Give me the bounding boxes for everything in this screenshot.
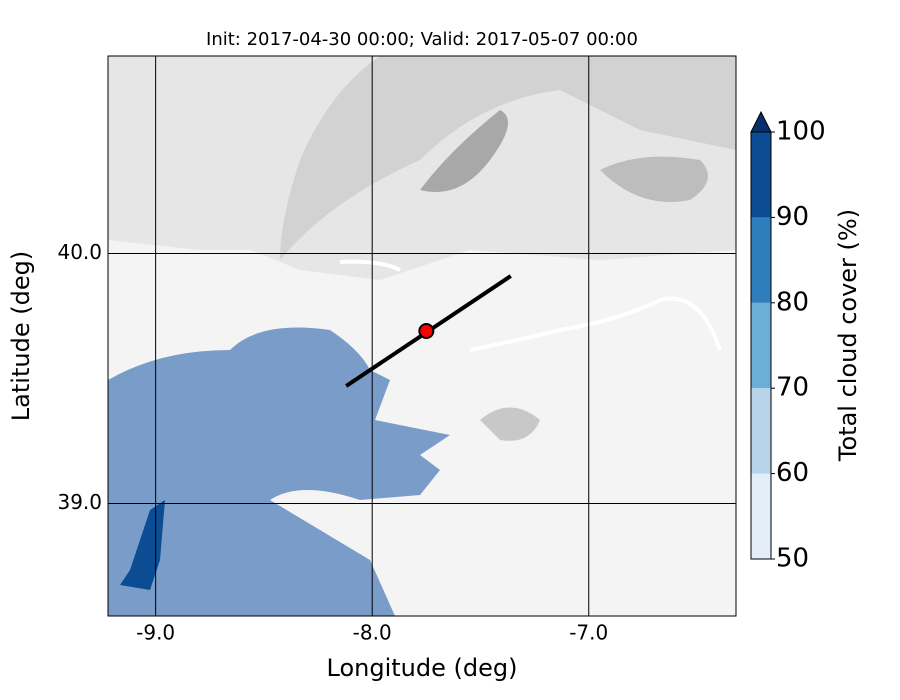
colorbar-segment bbox=[751, 473, 771, 559]
x-tick-label: -9.0 bbox=[136, 621, 175, 645]
colorbar-tick-label: 70 bbox=[776, 373, 809, 403]
x-axis-label: Longitude (deg) bbox=[327, 654, 518, 682]
colorbar-tick-label: 60 bbox=[776, 458, 809, 488]
x-tick-label: -8.0 bbox=[353, 621, 392, 645]
colorbar-tick-label: 100 bbox=[776, 117, 826, 147]
colorbar-label: Total cloud cover (%) bbox=[834, 209, 862, 462]
map-background bbox=[108, 56, 736, 616]
x-tick-label: -7.0 bbox=[569, 621, 608, 645]
y-tick-label: 39.0 bbox=[57, 490, 102, 514]
colorbar-segment bbox=[751, 302, 771, 389]
colorbar-segment bbox=[751, 217, 771, 303]
y-tick-label: 40.0 bbox=[57, 240, 102, 264]
colorbar-tick-label: 80 bbox=[776, 287, 809, 317]
colorbar-tick-label: 50 bbox=[776, 544, 809, 574]
chart-title: Init: 2017-04-30 00:00; Valid: 2017-05-0… bbox=[206, 29, 638, 50]
y-axis-label: Latitude (deg) bbox=[7, 251, 35, 421]
location-point bbox=[418, 323, 435, 339]
colorbar-segment bbox=[751, 132, 771, 218]
map-frame bbox=[107, 55, 737, 617]
colorbar-segment bbox=[751, 388, 771, 474]
colorbar-frame bbox=[750, 131, 772, 560]
colorbar-tick-label: 90 bbox=[776, 202, 809, 232]
colorbar-extend bbox=[750, 110, 772, 133]
